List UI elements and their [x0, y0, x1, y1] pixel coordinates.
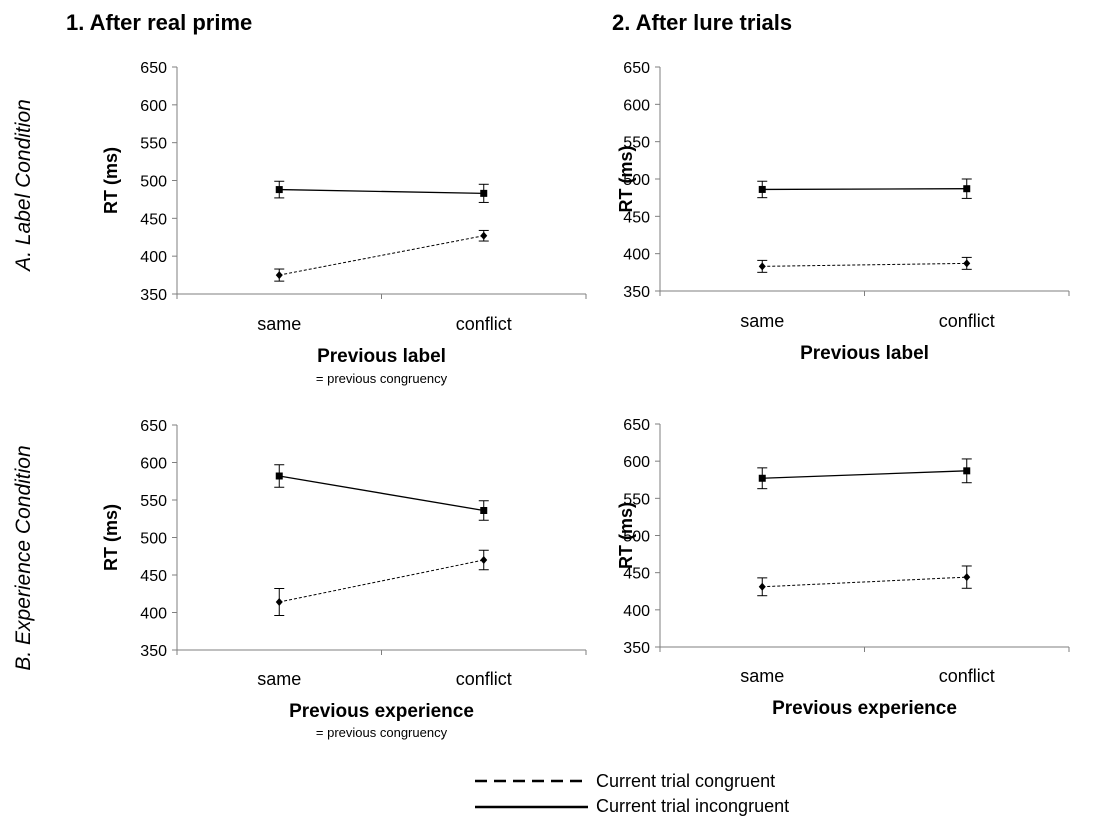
congruent-point: [758, 582, 766, 591]
congruent-point: [758, 262, 766, 271]
y-tick-label: 350: [140, 643, 167, 660]
congruent-line: [762, 262, 967, 267]
congruent-line: [279, 559, 484, 603]
y-tick-label: 550: [623, 135, 650, 152]
incongruent-point: [480, 189, 488, 197]
y-axis-label: RT (ms): [616, 502, 636, 569]
x-tick-label: conflict: [456, 669, 512, 689]
y-tick-label: 500: [623, 529, 650, 546]
congruent-line: [279, 235, 484, 276]
y-tick-label: 650: [623, 60, 650, 77]
incongruent-point: [963, 185, 971, 193]
congruent-point: [963, 573, 971, 582]
row-title-a: A. Label Condition: [12, 99, 35, 273]
y-axis-label: RT (ms): [101, 147, 121, 214]
congruent-line: [762, 576, 967, 588]
incongruent-point: [275, 472, 283, 480]
incongruent-point: [480, 507, 488, 514]
x-axis-note: = previous congruency: [316, 371, 448, 386]
chart-panel-3: 350 400 450 500 550 600 650 same conflict RT (ms)…: [101, 418, 587, 740]
incongruent-point: [275, 186, 283, 194]
incongruent-line: [279, 188, 484, 195]
y-tick-label: 650: [623, 417, 650, 434]
y-tick-label: 450: [140, 211, 167, 228]
column-title-2: 2. After lure trials: [612, 10, 792, 35]
x-tick-label: conflict: [939, 311, 995, 331]
incongruent-line: [762, 470, 967, 479]
incongruent-point: [758, 185, 766, 193]
x-tick-label: same: [257, 669, 301, 689]
x-tick-label: conflict: [939, 666, 995, 686]
y-tick-label: 450: [623, 209, 650, 226]
y-tick-label: 350: [140, 287, 167, 304]
y-tick-label: 600: [623, 454, 650, 471]
y-tick-label: 400: [140, 249, 167, 266]
y-tick-label: 450: [140, 568, 167, 585]
chart-panel-1: 350 400 450 500 550 600 650 same conflict RT (ms)…: [101, 60, 587, 386]
x-tick-label: same: [740, 311, 784, 331]
x-tick-label: same: [740, 666, 784, 686]
y-tick-label: 650: [140, 60, 167, 77]
y-axis-label: RT (ms): [616, 145, 636, 212]
congruent-point: [963, 259, 971, 268]
x-axis-note: = previous congruency: [316, 725, 448, 740]
congruent-point: [480, 231, 488, 240]
y-tick-label: 500: [623, 172, 650, 189]
y-tick-label: 400: [623, 603, 650, 620]
y-tick-label: 600: [140, 98, 167, 115]
legend-congruent-label: Current trial congruent: [596, 771, 775, 791]
column-title-1: 1. After real prime: [66, 10, 252, 35]
y-tick-label: 400: [623, 247, 650, 264]
x-axis-label: Previous label: [800, 343, 929, 364]
legend: Current trial congruent Current trial in…: [475, 771, 789, 816]
congruent-point: [275, 271, 283, 280]
y-tick-label: 350: [623, 640, 650, 657]
chart-panels: 350 400 450 500 550 600 650 same conflict RT (ms)…: [101, 60, 1070, 740]
row-title-b: B. Experience Condition: [12, 445, 35, 670]
y-tick-label: 500: [140, 531, 167, 548]
y-tick-label: 400: [140, 606, 167, 623]
x-axis-label: Previous label: [317, 346, 446, 367]
y-tick-label: 500: [140, 174, 167, 191]
x-tick-label: conflict: [456, 314, 512, 334]
congruent-point: [275, 598, 283, 606]
y-tick-label: 600: [623, 97, 650, 114]
y-tick-label: 600: [140, 456, 167, 473]
chart-panel-2: 350 400 450 500 550 600 650 same conflict RT (ms)…: [616, 60, 1070, 364]
x-axis-label: Previous experience: [772, 698, 957, 719]
y-tick-label: 550: [140, 493, 167, 510]
y-tick-label: 350: [623, 284, 650, 301]
incongruent-line: [762, 188, 967, 191]
congruent-point: [480, 556, 488, 564]
x-tick-label: same: [257, 314, 301, 334]
y-tick-label: 550: [140, 136, 167, 153]
x-axis-label: Previous experience: [289, 701, 474, 722]
y-tick-label: 550: [623, 491, 650, 508]
incongruent-point: [758, 474, 766, 482]
legend-incongruent-label: Current trial incongruent: [596, 796, 789, 816]
incongruent-line: [279, 475, 484, 512]
y-axis-label: RT (ms): [101, 504, 121, 571]
y-tick-label: 450: [623, 566, 650, 583]
chart-panel-4: 350 400 450 500 550 600 650 same conflict RT (ms)…: [616, 417, 1070, 719]
y-tick-label: 650: [140, 418, 167, 435]
incongruent-point: [963, 467, 971, 475]
